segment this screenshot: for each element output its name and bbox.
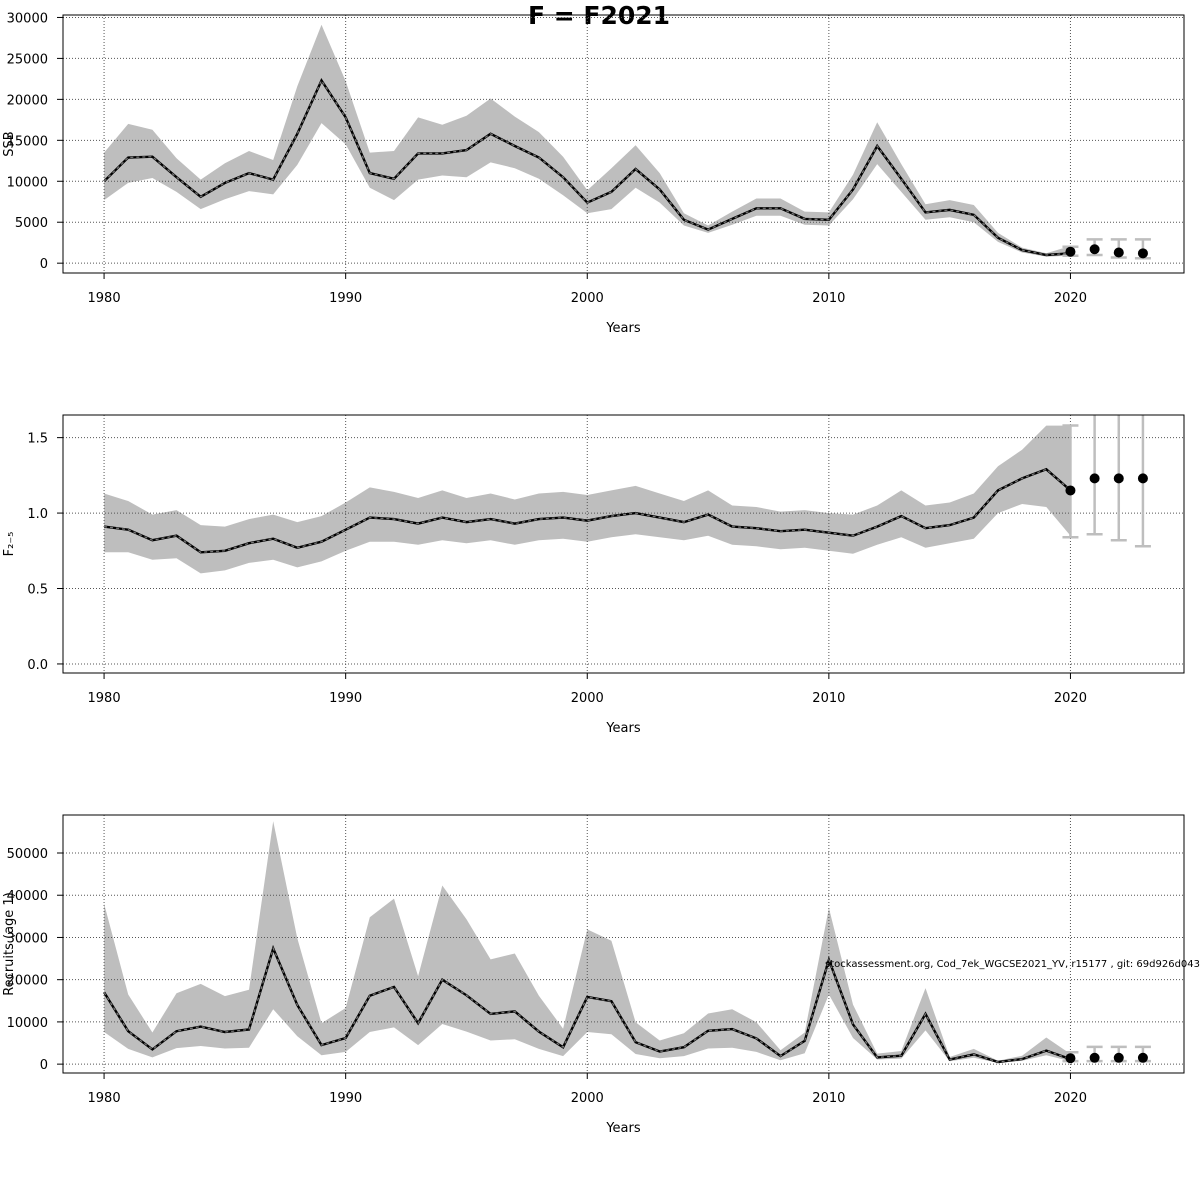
y-tick-label: 30000 xyxy=(7,11,48,26)
y-tick-label: 0.0 xyxy=(27,658,48,673)
x-axis-label: Years xyxy=(605,1121,641,1136)
fbar-panel: 1980 1990 2000 2010 2020 Years 0.0 0.5 1.0 1.5 F₂₋… xyxy=(2,414,1185,736)
forecast-point xyxy=(1065,485,1076,496)
forecast-point xyxy=(1089,473,1100,484)
forecast-point xyxy=(1113,247,1124,258)
x-tick-label: 1990 xyxy=(329,691,362,706)
x-tick-label: 1980 xyxy=(88,291,121,306)
x-axis-label: Years xyxy=(605,721,641,736)
x-tick-label: 2020 xyxy=(1054,291,1087,306)
x-tick-label: 1980 xyxy=(88,1091,121,1106)
forecast-point xyxy=(1065,246,1076,257)
plot-frame xyxy=(62,414,1185,674)
plot-area xyxy=(63,15,1184,273)
plot-area xyxy=(63,415,1184,673)
estimate-line-dash xyxy=(103,946,1071,1063)
forecast-point xyxy=(1089,244,1100,255)
x-tick-label: 1990 xyxy=(329,1091,362,1106)
y-axis-label: SSB xyxy=(2,131,17,156)
y-axis-label: Recruits (age 1) xyxy=(2,892,17,996)
ssb-panel: 1980 1990 2000 2010 2020 Years 0 5000 10000 15000… xyxy=(2,11,1185,336)
y-axis-label: F₂₋₅ xyxy=(2,532,17,557)
estimate-line-dash xyxy=(103,79,1071,256)
watermark-text: stockassessment.org, Cod_7ek_WGCSE2021_Y… xyxy=(825,959,1200,970)
y-tick-label: 50000 xyxy=(7,847,48,862)
x-tick-label: 2010 xyxy=(812,291,845,306)
y-tick-label: 0.5 xyxy=(27,583,48,598)
y-tick-label: 20000 xyxy=(7,974,48,989)
y-tick-label: 15000 xyxy=(7,134,48,149)
estimate-line-dash xyxy=(104,468,1071,553)
recruits-panel: 1980 1990 2000 2010 2020 Years 0 10000 20000 3000… xyxy=(2,814,1185,1136)
y-tick-label: 5000 xyxy=(15,216,48,231)
forecast-point xyxy=(1113,1052,1124,1063)
x-tick-label: 1980 xyxy=(88,691,121,706)
y-tick-label: 10000 xyxy=(7,1016,48,1031)
plot-area xyxy=(63,815,1184,1073)
plot-frame xyxy=(62,14,1185,274)
x-tick-label: 2010 xyxy=(812,691,845,706)
y-tick-label: 1.0 xyxy=(27,507,48,522)
x-tick-label: 1990 xyxy=(329,291,362,306)
x-tick-label: 2000 xyxy=(571,1091,604,1106)
x-tick-label: 2000 xyxy=(571,691,604,706)
y-tick-label: 30000 xyxy=(7,931,48,946)
x-axis-label: Years xyxy=(605,321,641,336)
y-tick-label: 40000 xyxy=(7,889,48,904)
x-tick-label: 2010 xyxy=(812,1091,845,1106)
confidence-band xyxy=(104,24,1071,257)
forecast-point xyxy=(1137,248,1148,259)
forecast-point xyxy=(1113,473,1124,484)
forecast-point xyxy=(1137,473,1148,484)
forecast-point xyxy=(1137,1052,1148,1063)
forecast-point xyxy=(1089,1052,1100,1063)
x-tick-label: 2000 xyxy=(571,291,604,306)
y-tick-label: 25000 xyxy=(7,52,48,67)
plot-frame xyxy=(62,814,1185,1074)
x-tick-label: 2020 xyxy=(1054,691,1087,706)
x-tick-label: 2020 xyxy=(1054,1091,1087,1106)
forecast-point xyxy=(1065,1053,1076,1064)
y-tick-label: 20000 xyxy=(7,93,48,108)
y-tick-label: 0 xyxy=(40,257,48,272)
y-tick-label: 0 xyxy=(40,1058,48,1073)
confidence-band xyxy=(104,821,1071,1063)
y-tick-label: 10000 xyxy=(7,175,48,190)
y-tick-label: 1.5 xyxy=(27,432,48,447)
